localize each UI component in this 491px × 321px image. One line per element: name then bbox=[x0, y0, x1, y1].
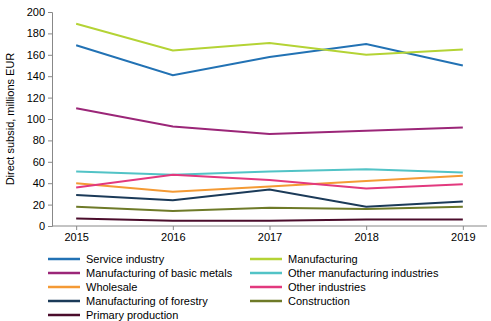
y-tick-label: 120 bbox=[27, 92, 45, 104]
y-tick-label: 20 bbox=[33, 199, 45, 211]
legend-item: Construction bbox=[250, 295, 350, 307]
y-tick-mark bbox=[48, 76, 52, 77]
x-axis: 2015 2016 2017 2018 2019 bbox=[52, 226, 487, 243]
x-tick: 2015 bbox=[64, 226, 88, 243]
legend-item: Other industries bbox=[250, 281, 366, 293]
y-tick-label: 40 bbox=[33, 177, 45, 189]
legend-label: Other manufacturing industries bbox=[288, 267, 439, 279]
legend-label: Construction bbox=[288, 295, 350, 307]
legend: Service industry Manufacturing Manufacturi… bbox=[48, 253, 439, 321]
y-tick: 120 bbox=[27, 92, 52, 104]
y-tick-mark bbox=[48, 162, 52, 163]
legend-label: Manufacturing of forestry bbox=[86, 295, 208, 307]
y-tick: 100 bbox=[27, 113, 52, 125]
series-line bbox=[76, 175, 463, 189]
legend-item: Other manufacturing industries bbox=[250, 267, 439, 279]
x-tick-mark bbox=[270, 226, 271, 230]
x-tick-label: 2016 bbox=[161, 231, 185, 243]
y-tick: 60 bbox=[33, 156, 52, 168]
lines bbox=[76, 24, 463, 221]
legend-label: Manufacturing bbox=[288, 253, 358, 265]
x-tick-mark bbox=[173, 226, 174, 230]
y-tick-label: 0 bbox=[39, 220, 45, 232]
y-tick-label: 100 bbox=[27, 113, 45, 125]
legend-swatch bbox=[250, 300, 282, 303]
x-tick-label: 2015 bbox=[64, 231, 88, 243]
legend-label: Manufacturing of basic metals bbox=[86, 267, 233, 279]
y-axis-line bbox=[48, 13, 53, 227]
x-tick: 2016 bbox=[161, 226, 185, 243]
legend-label: Other industries bbox=[288, 281, 366, 293]
y-tick: 80 bbox=[33, 134, 52, 146]
legend-item: Manufacturing of basic metals bbox=[48, 267, 233, 279]
x-tick-mark bbox=[366, 226, 367, 230]
y-tick-mark bbox=[48, 140, 52, 141]
y-tick: 40 bbox=[33, 177, 52, 189]
y-tick-mark bbox=[48, 183, 52, 184]
y-tick: 140 bbox=[27, 70, 52, 82]
series-line bbox=[76, 190, 463, 207]
y-tick-label: 180 bbox=[27, 27, 45, 39]
y-tick-label: 200 bbox=[27, 6, 45, 18]
x-tick-label: 2019 bbox=[451, 231, 475, 243]
series-line bbox=[76, 219, 463, 221]
y-tick-label: 160 bbox=[27, 49, 45, 61]
legend-item: Wholesale bbox=[48, 281, 137, 293]
chart: 0204060801001201401601802002015201620172… bbox=[0, 0, 491, 321]
legend-swatch bbox=[250, 286, 282, 289]
x-tick: 2019 bbox=[451, 226, 475, 243]
legend-swatch bbox=[48, 272, 80, 275]
x-tick-label: 2018 bbox=[354, 231, 378, 243]
y-tick: 0 bbox=[39, 220, 52, 232]
x-tick: 2017 bbox=[258, 226, 282, 243]
legend-label: Service industry bbox=[86, 253, 165, 265]
y-tick: 180 bbox=[27, 27, 52, 39]
legend-swatch bbox=[48, 258, 80, 261]
y-axis: 0 20 40 60 80 100 120 140 160 180 200 bbox=[27, 6, 53, 232]
legend-item: Service industry bbox=[48, 253, 165, 265]
y-tick-mark bbox=[48, 33, 52, 34]
series-line bbox=[76, 207, 463, 211]
y-tick-label: 60 bbox=[33, 156, 45, 168]
y-tick: 200 bbox=[27, 6, 52, 18]
y-tick-mark bbox=[48, 205, 52, 206]
y-axis-title: Direct subsid, millions EUR bbox=[4, 53, 16, 186]
series-line bbox=[76, 108, 463, 134]
y-tick-label: 140 bbox=[27, 70, 45, 82]
series-line bbox=[76, 44, 463, 75]
legend-label: Primary production bbox=[86, 309, 178, 321]
x-tick: 2018 bbox=[354, 226, 378, 243]
legend-label: Wholesale bbox=[86, 281, 137, 293]
y-tick-mark bbox=[48, 12, 52, 13]
x-tick-mark bbox=[76, 226, 77, 230]
legend-swatch bbox=[48, 286, 80, 289]
y-tick-mark bbox=[48, 119, 52, 120]
y-tick-label: 80 bbox=[33, 134, 45, 146]
legend-swatch bbox=[250, 272, 282, 275]
y-tick-mark bbox=[48, 226, 52, 227]
legend-item: Manufacturing of forestry bbox=[48, 295, 208, 307]
x-tick-mark bbox=[463, 226, 464, 230]
y-tick-mark bbox=[48, 55, 52, 56]
legend-swatch bbox=[250, 258, 282, 261]
y-tick: 160 bbox=[27, 49, 52, 61]
x-tick-label: 2017 bbox=[258, 231, 282, 243]
y-tick-mark bbox=[48, 98, 52, 99]
legend-swatch bbox=[48, 314, 80, 317]
legend-item: Primary production bbox=[48, 309, 178, 321]
legend-swatch bbox=[48, 300, 80, 303]
legend-item: Manufacturing bbox=[250, 253, 358, 265]
series-line bbox=[76, 24, 463, 55]
y-tick: 20 bbox=[33, 199, 52, 211]
series-line bbox=[76, 169, 463, 174]
